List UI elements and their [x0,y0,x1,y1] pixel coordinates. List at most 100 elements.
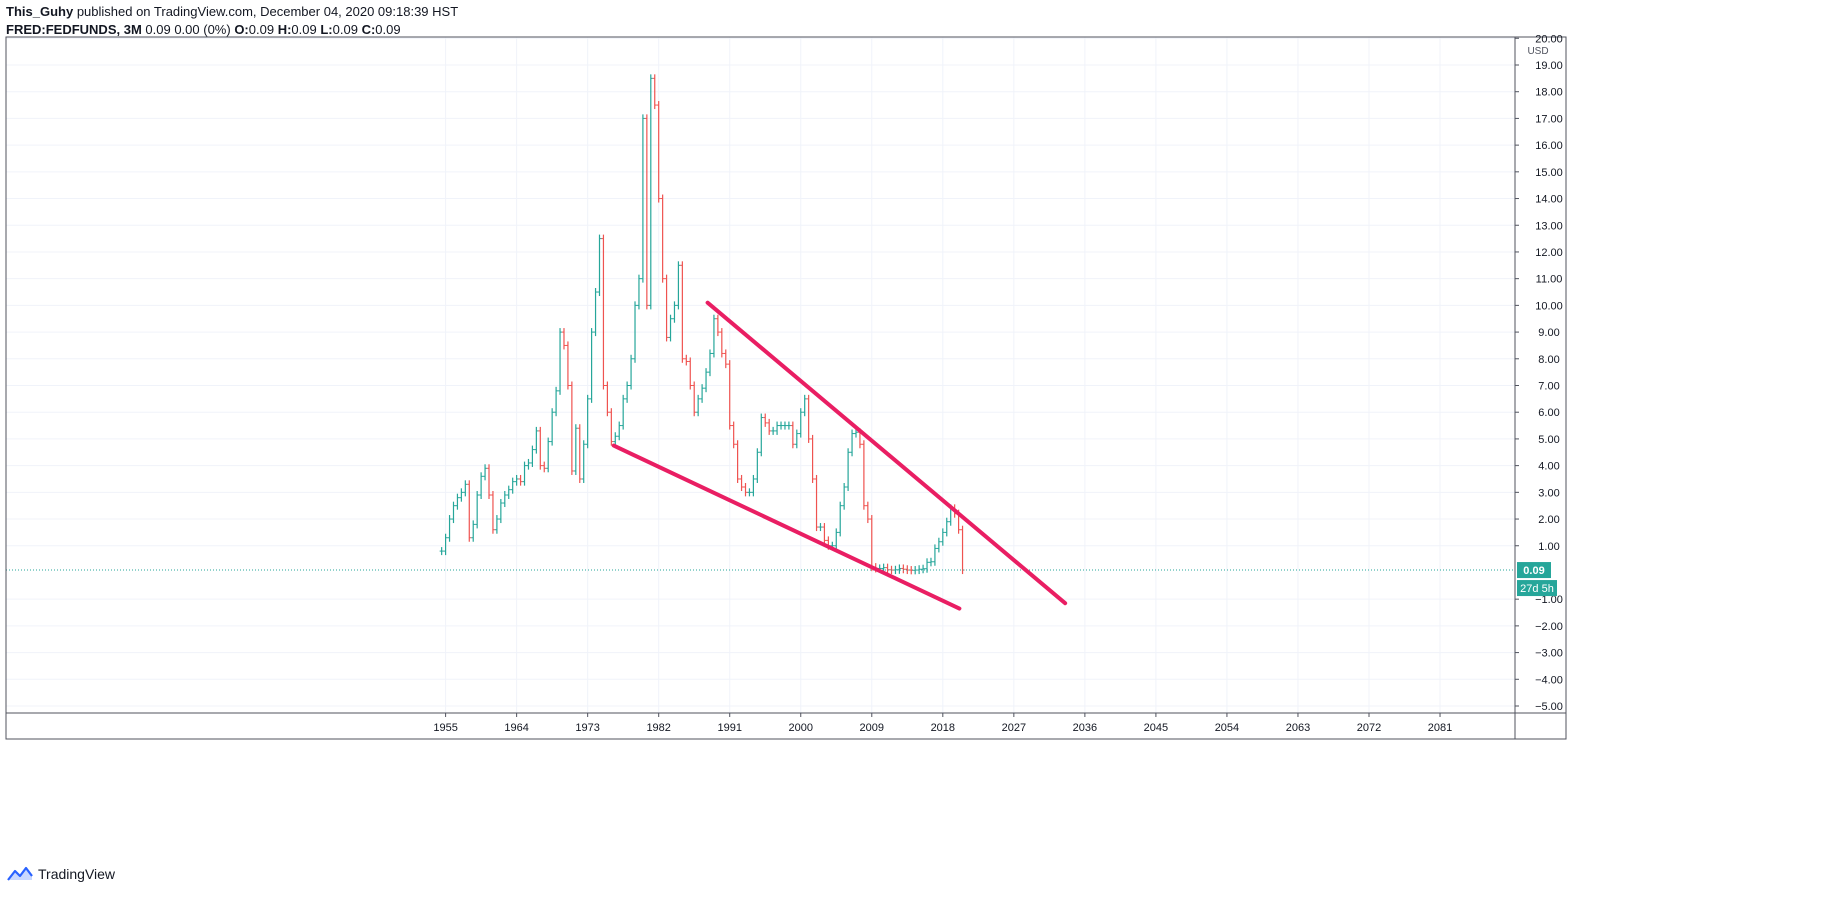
price-bar [806,394,811,443]
x-tick-label: 1991 [717,722,741,734]
high-value: 0.09 [291,22,317,37]
low-value: 0.09 [332,22,358,37]
symbol-line: FRED:FEDFUNDS, 3M 0.09 0.00 (0%) O:0.09 … [6,21,458,39]
price-bar [727,360,732,430]
price-bar [569,381,574,475]
price-bar [668,314,673,342]
price-bar [652,74,657,110]
author-name[interactable]: This_Guhy [6,4,74,19]
price-bar [688,357,693,390]
upper-trendline[interactable] [705,300,1068,606]
footer[interactable]: TradingView [6,866,115,882]
price-bar [656,101,661,203]
y-tick-label: −3.00 [1535,648,1563,660]
price-bar [723,349,728,369]
price-bar [928,557,933,567]
price-bar [629,354,634,390]
price-bar [901,564,906,574]
price-bar [510,477,515,494]
price-bar [546,437,551,473]
price-bar [786,421,791,430]
price-bar [597,234,602,297]
price-bar [455,493,460,510]
price-bar [925,558,930,573]
publish-info: published on TradingView.com, December 0… [76,4,459,19]
lower-trendline[interactable] [611,443,962,611]
trendlines[interactable] [611,300,1068,611]
publish-line: This_Guhy published on TradingView.com, … [6,3,458,21]
x-tick-label: 2009 [860,722,884,734]
close-label: C: [361,22,376,37]
price-bar [711,314,716,358]
price-bar [940,528,945,546]
price-bar [459,488,464,502]
price-bar [451,501,456,524]
price-bar [771,426,776,435]
price-bar [755,448,760,483]
price-bar [613,432,618,446]
x-tick-label: 2063 [1286,722,1310,734]
y-tick-label: 10.00 [1535,300,1563,312]
y-tick-label: 11.00 [1536,274,1563,286]
y-tick-label: 1.00 [1538,541,1559,553]
price-bar [960,525,965,575]
price-bar [498,499,503,524]
y-tick-label: 2.00 [1538,514,1559,526]
price-bar [467,480,472,542]
price-bar [672,301,677,323]
last-change: 0.09 0.00 (0%) [145,22,231,37]
price-bar [514,474,519,486]
price-bar [897,564,902,574]
price-bar [463,480,468,497]
y-tick-label: 4.00 [1538,461,1559,473]
price-bar [447,515,452,542]
price-bar [936,537,941,553]
axes: 20.00 19.00 18.00 17.00 16.00 15.00 14.00 13.00… [5,33,1567,740]
price-bar [475,490,480,529]
price-bar [550,408,555,446]
grid-lines [6,37,1515,713]
price-bar [696,394,701,417]
y-tick-label: 3.00 [1538,487,1559,499]
price-bar [558,328,563,395]
price-bar [846,448,851,491]
countdown-label: 27d 5h [1520,583,1554,595]
price-bar [822,523,827,545]
price-bar [932,544,937,566]
price-bar [561,328,566,350]
price-bar [565,341,570,390]
price-bar [921,564,926,574]
price-bar [573,424,578,475]
high-label: H: [277,22,292,37]
open-label: O: [234,22,249,37]
symbol-label[interactable]: FRED:FEDFUNDS, 3M [6,22,142,37]
last-price-badge[interactable] [1517,562,1551,579]
currency-label[interactable]: USD [1527,46,1548,57]
price-bar [640,114,645,283]
price-bar [593,288,598,337]
price-bar [905,565,910,575]
countdown-badge [1517,580,1557,597]
price-bar [660,194,665,283]
brand-name: TradingView [38,866,116,882]
price-bar [759,413,764,457]
price-bar [625,381,630,403]
price-bar [704,368,709,393]
price-bar [834,528,839,550]
x-tick-label: 1982 [646,722,670,734]
price-bar [605,381,610,417]
price-bar [680,261,685,363]
price-bar [719,328,724,358]
y-tick-label: 15.00 [1535,167,1563,179]
price-bar [810,434,815,483]
open-value: 0.09 [248,22,275,37]
x-tick-label: 1973 [575,722,599,734]
price-bar [601,234,606,390]
price-bar [794,429,799,449]
price-bar [644,114,649,310]
price-bar [664,274,669,342]
price-bar [850,429,855,457]
low-label: L: [320,22,333,37]
price-bar [842,482,847,510]
